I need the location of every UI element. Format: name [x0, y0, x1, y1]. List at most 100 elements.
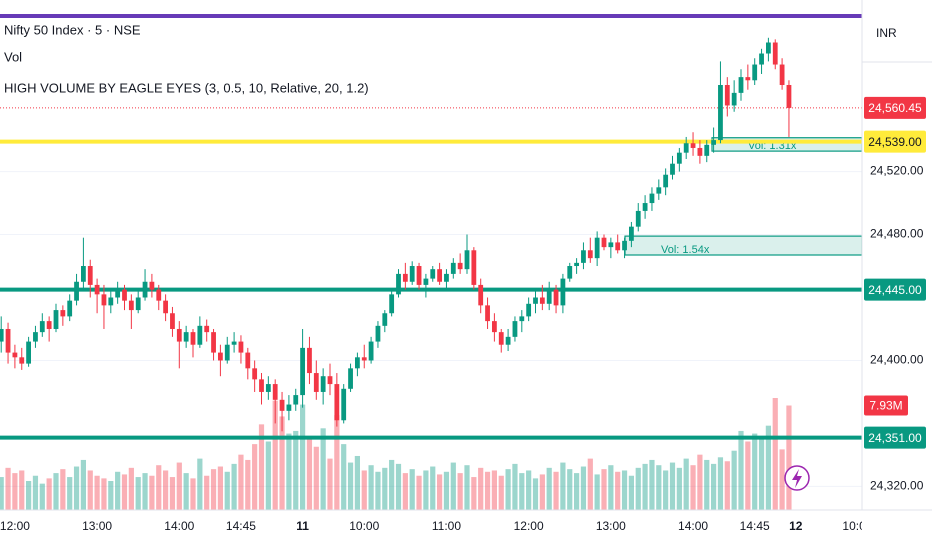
- candle-body: [772, 42, 778, 65]
- volume-bar: [601, 469, 607, 510]
- volume-bar: [265, 441, 271, 510]
- candle-body: [87, 266, 93, 285]
- volume-bar: [731, 450, 737, 510]
- candle-body: [265, 384, 271, 392]
- volume-bar: [697, 454, 703, 510]
- candle-body: [245, 352, 251, 369]
- x-tick-label: 10:00: [349, 519, 379, 533]
- volume-bar: [505, 469, 511, 510]
- candle-body: [642, 203, 648, 211]
- candle-body: [300, 347, 305, 396]
- volume-bar: [46, 478, 52, 510]
- volume-bar: [368, 465, 374, 510]
- candle-body: [594, 237, 600, 259]
- x-tick-label: 12: [789, 519, 803, 533]
- price-axis-panel: [862, 0, 932, 550]
- candle-body: [622, 240, 627, 251]
- volume-bar: [738, 430, 744, 510]
- candle-body: [485, 305, 490, 322]
- candle-body: [327, 376, 333, 385]
- candle-body: [546, 289, 552, 304]
- volume-bar: [115, 471, 121, 510]
- candle-body: [334, 384, 340, 421]
- y-tick-label: 24,400.00: [870, 353, 924, 367]
- volume-bar: [772, 398, 778, 510]
- candle-body: [457, 262, 463, 270]
- candle-body: [759, 53, 764, 65]
- price-label: 24,560.45: [868, 101, 922, 115]
- volume-bar: [409, 469, 415, 510]
- volume-bar: [443, 471, 450, 510]
- volume-bar: [402, 473, 408, 510]
- volume-bar: [12, 473, 18, 510]
- candle-body: [567, 266, 573, 279]
- volume-bar: [389, 459, 395, 510]
- x-tick-label: 14:45: [226, 519, 256, 533]
- candle-body: [279, 399, 285, 411]
- volume-bar: [752, 433, 758, 510]
- candle-body: [211, 332, 216, 353]
- volume-bar: [272, 400, 278, 510]
- candle-body: [779, 64, 785, 85]
- x-tick-label: 11:00: [432, 519, 461, 533]
- volume-legend: Vol: [4, 49, 22, 64]
- candle-body: [218, 352, 223, 361]
- volume-bar: [635, 467, 641, 510]
- candle-body: [355, 357, 360, 369]
- volume-bar: [334, 415, 340, 510]
- candle-body: [471, 250, 477, 285]
- alert-icon[interactable]: [784, 465, 810, 491]
- candle-body: [683, 143, 689, 153]
- volume-bar: [587, 458, 593, 510]
- volume-bar: [32, 475, 39, 510]
- candle-body: [101, 294, 107, 306]
- indicator-legend: HIGH VOLUME BY EAGLE EYES (3, 0.5, 10, R…: [4, 80, 369, 95]
- candle-body: [135, 297, 141, 311]
- candle-body: [718, 85, 723, 141]
- volume-label-box: [864, 395, 908, 416]
- candle-body: [560, 278, 566, 306]
- candle-body: [67, 300, 73, 317]
- candle-body: [341, 388, 347, 421]
- price-label-box: [864, 96, 926, 119]
- volume-bar: [765, 425, 771, 510]
- candle-body: [478, 284, 484, 306]
- volume-bar: [135, 477, 141, 510]
- volume-bar: [553, 471, 559, 510]
- volume-bar: [60, 469, 66, 510]
- volume-bar: [546, 467, 552, 510]
- candle-body: [492, 321, 497, 333]
- volume-bar: [306, 437, 313, 510]
- volume-bar: [245, 459, 251, 510]
- candle-body: [5, 328, 11, 353]
- volume-bar: [176, 462, 182, 510]
- volume-bar: [560, 462, 566, 510]
- candle-body: [286, 404, 292, 411]
- candle-body: [581, 250, 586, 263]
- candle-body: [313, 373, 319, 392]
- volume-bar: [669, 462, 676, 510]
- volume-bar: [19, 470, 25, 510]
- volume-bar: [676, 467, 682, 510]
- volume-bar: [758, 437, 765, 510]
- candle-body: [293, 395, 299, 405]
- candle-body: [128, 300, 134, 311]
- price-label-box: [864, 130, 926, 153]
- volume-bar: [512, 463, 518, 510]
- volume-bar: [395, 463, 402, 510]
- candle-body: [635, 210, 641, 227]
- volume-bar: [526, 470, 532, 510]
- candle-body: [697, 147, 703, 156]
- volume-bar: [663, 470, 669, 510]
- x-tick-label: 13:00: [82, 519, 112, 533]
- candle-body: [731, 92, 737, 106]
- accent-bar: [0, 14, 866, 18]
- candle-body: [766, 42, 771, 54]
- volume-bar: [327, 458, 333, 510]
- volume-bar: [224, 471, 230, 510]
- volume-bar: [382, 467, 388, 510]
- currency: INR: [876, 26, 897, 40]
- x-tick-label: 12:00: [514, 519, 544, 533]
